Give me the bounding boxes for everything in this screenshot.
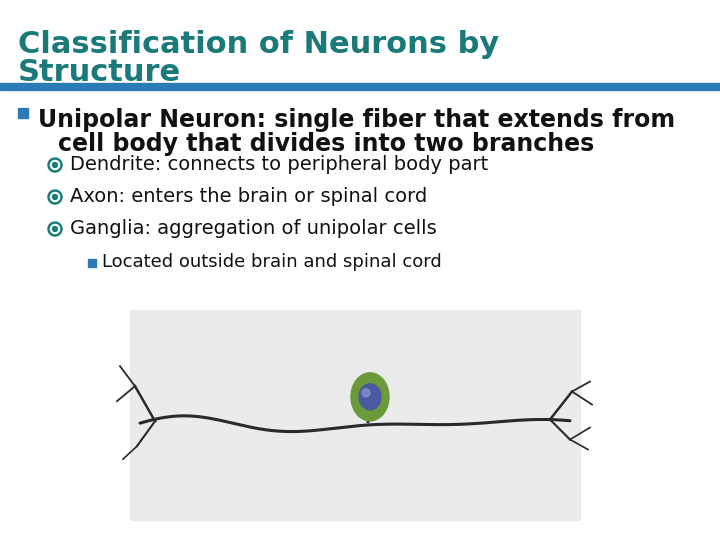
Circle shape bbox=[50, 225, 60, 233]
Bar bbox=[88, 259, 96, 267]
Bar bbox=[130, 310, 580, 520]
Ellipse shape bbox=[362, 389, 370, 397]
Circle shape bbox=[48, 222, 62, 236]
Bar bbox=[18, 108, 28, 118]
Text: Axon: enters the brain or spinal cord: Axon: enters the brain or spinal cord bbox=[70, 186, 427, 206]
Circle shape bbox=[50, 192, 60, 201]
Text: Unipolar Neuron: single fiber that extends from: Unipolar Neuron: single fiber that exten… bbox=[38, 108, 675, 132]
Circle shape bbox=[53, 163, 58, 167]
Bar bbox=[0, 83, 720, 90]
Ellipse shape bbox=[359, 384, 381, 410]
Circle shape bbox=[48, 190, 62, 204]
Text: Located outside brain and spinal cord: Located outside brain and spinal cord bbox=[102, 253, 442, 271]
Text: Classification of Neurons by: Classification of Neurons by bbox=[18, 30, 499, 59]
Text: Structure: Structure bbox=[18, 58, 181, 87]
Text: cell body that divides into two branches: cell body that divides into two branches bbox=[58, 132, 594, 156]
Circle shape bbox=[53, 227, 58, 232]
Circle shape bbox=[48, 158, 62, 172]
Ellipse shape bbox=[351, 373, 389, 421]
Text: Dendrite: connects to peripheral body part: Dendrite: connects to peripheral body pa… bbox=[70, 154, 488, 173]
Circle shape bbox=[53, 194, 58, 199]
Circle shape bbox=[50, 160, 60, 170]
Text: Ganglia: aggregation of unipolar cells: Ganglia: aggregation of unipolar cells bbox=[70, 219, 437, 238]
